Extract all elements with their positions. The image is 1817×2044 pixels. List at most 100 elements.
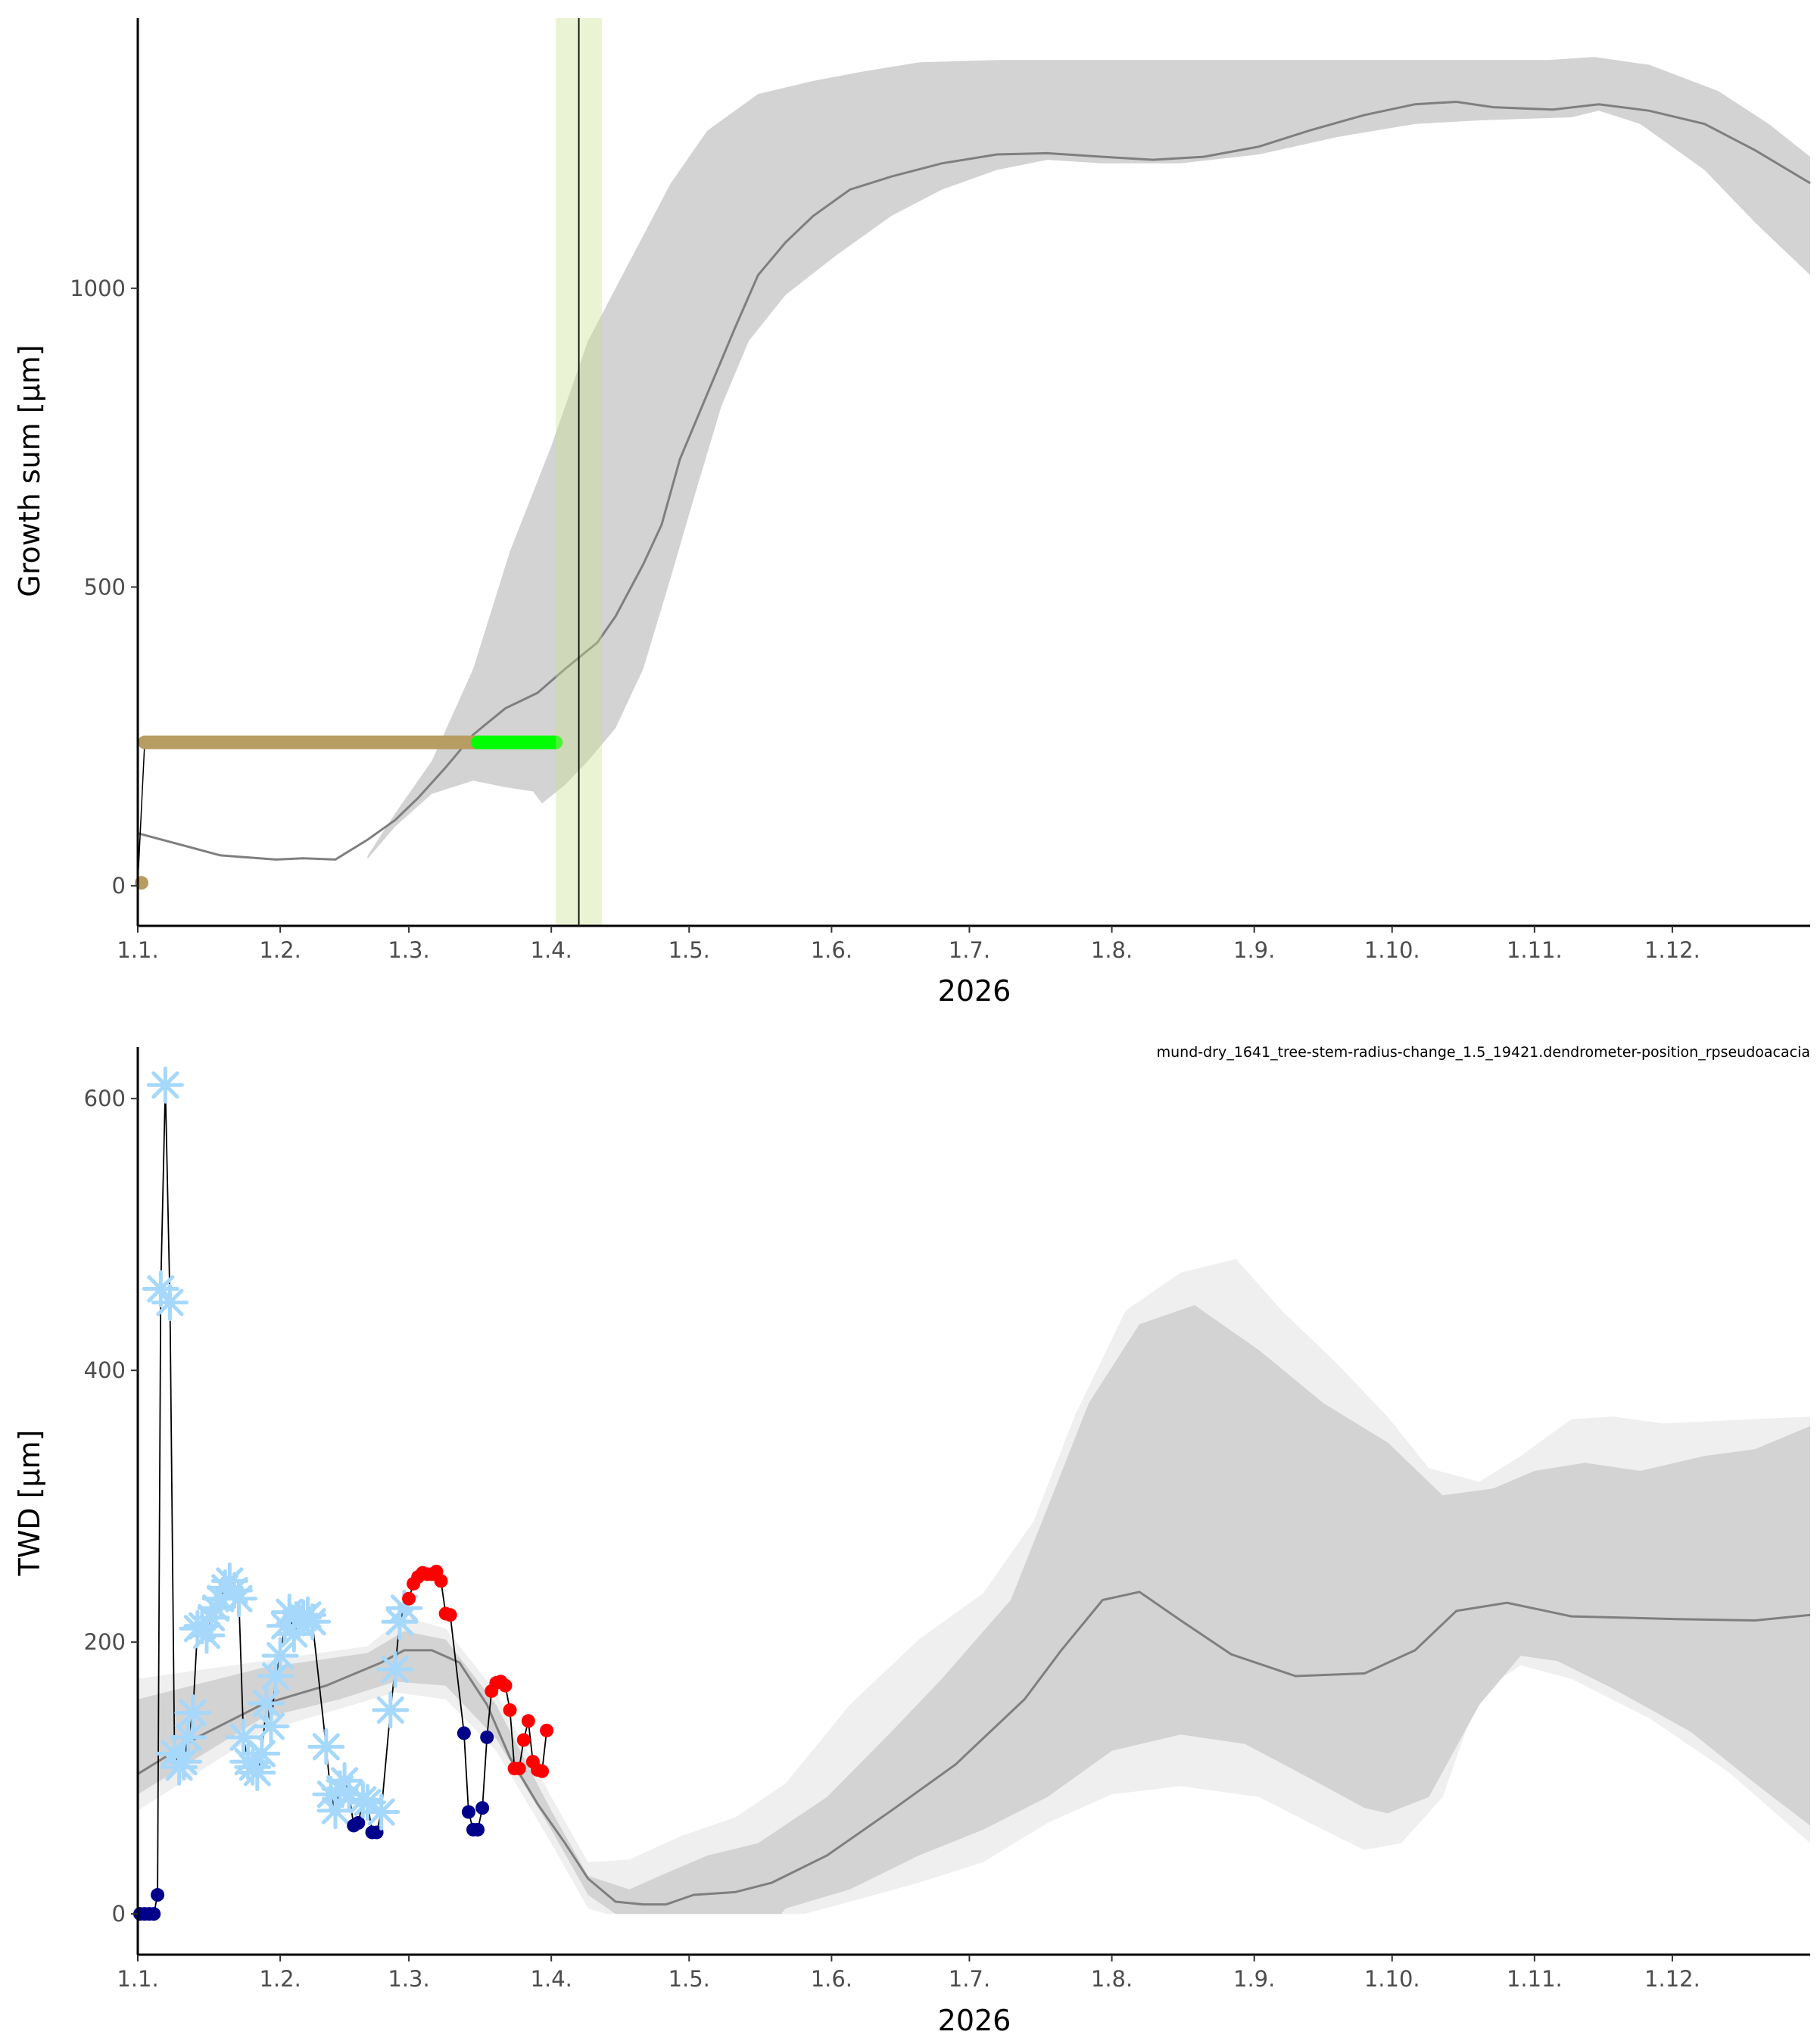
- x-tick-label: 1.9.: [1233, 937, 1275, 963]
- snowflake-arm: [257, 1712, 285, 1740]
- mean-twd-line: [137, 1591, 1811, 1906]
- x-tick-label: 1.8.: [1091, 937, 1133, 963]
- frost-snowflake-icon: [376, 1650, 414, 1688]
- x-tick-label: 1.7.: [949, 1966, 990, 1992]
- y-tick-label: 400: [84, 1357, 126, 1383]
- snowflake-arm: [312, 1733, 340, 1761]
- normal-point: [351, 1815, 366, 1830]
- y-tick-label: 1000: [70, 276, 126, 301]
- x-tick-label: 1.9.: [1233, 1966, 1275, 1992]
- x-tick-label: 1.3.: [388, 937, 429, 963]
- drought-point: [434, 1574, 448, 1588]
- x-tick-label: 1.11.: [1507, 937, 1563, 963]
- drought-point: [498, 1678, 513, 1693]
- x-tick-label: 1.12.: [1644, 937, 1700, 963]
- y-tick-label: 500: [84, 574, 126, 600]
- y-tick-label: 0: [112, 1901, 126, 1927]
- x-tick-label: 1.10.: [1364, 1966, 1420, 1992]
- frost-snowflake-icon: [220, 1580, 258, 1618]
- drought-point: [402, 1591, 416, 1606]
- frost-snowflake-icon: [372, 1691, 410, 1729]
- snowflake-arm: [151, 1071, 179, 1099]
- x-tick-label: 1.1.: [117, 937, 158, 963]
- normal-point: [147, 1907, 161, 1921]
- x-tick-label: 1.2.: [259, 937, 301, 963]
- x-tick-label: 1.3.: [388, 1966, 429, 1992]
- snowflake-arm: [266, 1642, 295, 1670]
- y-tick-label: 200: [84, 1629, 126, 1655]
- snowflake-arm: [335, 1781, 363, 1809]
- frost-snowflake-icon: [294, 1603, 332, 1640]
- snowflake-arm: [174, 1723, 202, 1751]
- drought-point: [521, 1714, 535, 1728]
- x-tick-label: 1.1.: [117, 1966, 158, 1992]
- mean-growth-line: [137, 100, 1811, 861]
- snowflake-arm: [367, 1798, 395, 1826]
- frost-snowflake-icon: [307, 1728, 345, 1765]
- snowflake-arm: [331, 1767, 359, 1795]
- snowflake-arm: [156, 1288, 184, 1316]
- drought-point: [535, 1764, 550, 1778]
- x-tick-label: 1.10.: [1364, 937, 1420, 963]
- y-tick-label: 0: [112, 873, 126, 899]
- frost-snowflake-icon: [165, 1743, 203, 1781]
- snowflake-arm: [252, 1689, 280, 1717]
- frost-snowflake-icon: [363, 1793, 400, 1831]
- x-tick-label: 1.5.: [669, 937, 710, 963]
- snowflake-arm: [229, 1723, 257, 1751]
- snowflake-arm: [170, 1748, 198, 1776]
- drought-point: [443, 1608, 457, 1622]
- drought-point: [516, 1733, 531, 1747]
- frost-snowflake-icon: [243, 1734, 281, 1772]
- snowflake-arm: [179, 1699, 207, 1727]
- x-tick-label: 1.11.: [1507, 1966, 1563, 1992]
- x-tick-label: 1.5.: [669, 1966, 710, 1992]
- top-x-axis-title: 2026: [938, 974, 1011, 1008]
- connector-line: [137, 742, 145, 883]
- x-tick-label: 1.4.: [531, 937, 572, 963]
- top-y-axis-title: Growth sum [µm]: [13, 344, 46, 597]
- x-tick-label: 1.6.: [811, 937, 852, 963]
- x-tick-label: 1.8.: [1091, 1966, 1133, 1992]
- normal-point: [475, 1801, 490, 1815]
- normal-point: [461, 1805, 475, 1819]
- x-tick-label: 1.6.: [811, 1966, 852, 1992]
- snowflake-arm: [262, 1662, 290, 1690]
- normal-point: [151, 1888, 165, 1902]
- snowflake-arm: [381, 1656, 409, 1684]
- frost-snowflake-icon: [261, 1637, 299, 1675]
- snowflake-arm: [248, 1740, 276, 1768]
- frost-snowflake-icon: [151, 1283, 189, 1321]
- growth-sum-panel: 1.1. 1.2. 1.3. 1.4. 1.5. 1.6. 1.7. 1.8. 1.9. 1.10…: [70, 18, 1811, 963]
- x-tick-label: 1.7.: [949, 937, 990, 963]
- snowflake-arm: [192, 1622, 221, 1650]
- snowflake-arm: [147, 1275, 175, 1303]
- normal-point: [471, 1822, 485, 1837]
- x-tick-label: 1.4.: [531, 1966, 572, 1992]
- frost-snowflake-icon: [146, 1066, 184, 1104]
- twd-panel: 1.1. 1.2. 1.3. 1.4. 1.5. 1.6. 1.7. 1.8. 1.9. 1.10…: [84, 1047, 1811, 1992]
- normal-point: [480, 1730, 494, 1744]
- snowflake-arm: [354, 1788, 382, 1817]
- x-tick-label: 1.2.: [259, 1966, 301, 1992]
- confidence-band: [367, 57, 1810, 859]
- drought-point: [503, 1703, 517, 1717]
- frost-snowflake-icon: [252, 1707, 290, 1745]
- x-tick-label: 1.12.: [1644, 1966, 1700, 1992]
- drought-point: [512, 1762, 526, 1776]
- inner-confidence-band: [138, 1305, 1810, 1915]
- frost-snowflake-icon: [174, 1694, 212, 1732]
- snowflake-arm: [243, 1759, 271, 1787]
- frost-snowflake-icon: [248, 1684, 285, 1722]
- panel-subtitle: mund-dry_1641_tree-stem-radius-change_1.…: [1157, 1044, 1810, 1061]
- snowflake-arm: [298, 1608, 326, 1636]
- normal-point: [457, 1726, 471, 1740]
- y-tick-label: 600: [84, 1086, 126, 1111]
- frost-snowflake-icon: [170, 1718, 207, 1756]
- drought-point: [540, 1723, 554, 1737]
- bottom-y-axis-title: TWD [µm]: [13, 1430, 46, 1577]
- snowflake-arm: [376, 1696, 404, 1724]
- snowflake-arm: [225, 1584, 253, 1612]
- bottom-x-axis-title: 2026: [938, 2004, 1011, 2037]
